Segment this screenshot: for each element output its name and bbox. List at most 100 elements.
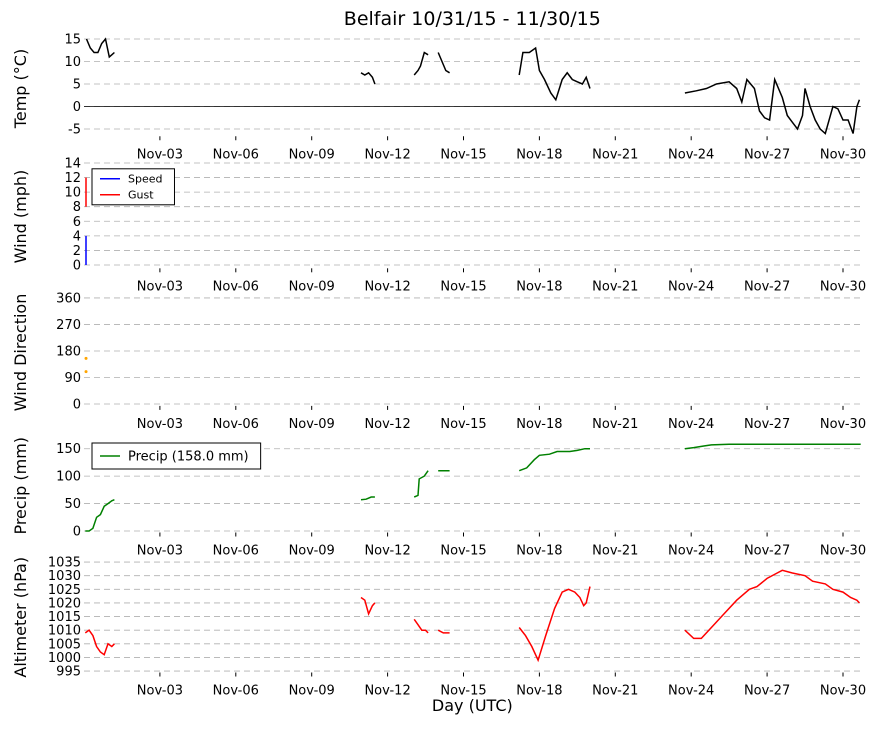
y-axis-label: Wind (mph): [11, 170, 30, 264]
y-tick-label: 10: [64, 55, 81, 70]
x-tick-label: Nov-30: [820, 279, 866, 294]
x-tick-label: Nov-21: [592, 544, 638, 559]
y-tick-label: -5: [68, 123, 81, 138]
y-tick-label: 0: [73, 259, 81, 274]
x-tick-label: Nov-12: [364, 417, 410, 432]
x-tick-label: Nov-03: [137, 684, 183, 699]
x-tick-label: Nov-06: [213, 544, 259, 559]
x-tick-label: Nov-03: [137, 279, 183, 294]
y-tick-label: 360: [56, 291, 81, 306]
x-tick-label: Nov-21: [592, 684, 638, 699]
legend-box: [91, 168, 175, 206]
x-tick-label: Nov-03: [137, 544, 183, 559]
y-axis-label: Wind Direction: [11, 294, 30, 412]
y-tick-label: 2: [73, 244, 81, 259]
x-tick-label: Nov-27: [744, 417, 790, 432]
y-tick-label: 1010: [48, 624, 81, 639]
y-tick-label: 10: [64, 186, 81, 201]
x-tick-label: Nov-06: [213, 684, 259, 699]
y-tick-label: 1035: [48, 556, 81, 571]
y-tick-label: 12: [64, 171, 81, 186]
y-tick-label: 270: [56, 318, 81, 333]
y-tick-label: 14: [64, 156, 81, 171]
y-axis-label: Temp (°C): [11, 49, 30, 129]
x-tick-label: Nov-09: [289, 417, 335, 432]
x-tick-label: Nov-27: [744, 544, 790, 559]
x-tick-label: Nov-06: [213, 417, 259, 432]
x-tick-label: Nov-15: [440, 544, 486, 559]
y-tick-label: 8: [73, 200, 81, 215]
x-tick-label: Nov-30: [820, 417, 866, 432]
x-tick-label: Nov-21: [592, 279, 638, 294]
y-tick-label: 1005: [48, 637, 81, 652]
x-tick-label: Nov-12: [364, 684, 410, 699]
x-tick-label: Nov-30: [820, 147, 866, 162]
x-tick-label: Nov-18: [516, 684, 562, 699]
legend: Speed Gust: [91, 168, 175, 206]
x-tick-label: Nov-15: [440, 147, 486, 162]
x-tick-label: Nov-15: [440, 684, 486, 699]
x-tick-label: Nov-30: [820, 544, 866, 559]
data-point: [84, 356, 88, 360]
y-tick-label: 90: [64, 371, 81, 386]
y-tick-label: 0: [73, 398, 81, 413]
y-tick-label: 150: [56, 442, 81, 457]
x-tick-label: Nov-15: [440, 279, 486, 294]
legend: Precip (158.0 mm): [91, 442, 262, 470]
data-line: [85, 37, 861, 135]
x-tick-label: Nov-24: [668, 279, 714, 294]
y-tick-label: 1020: [48, 596, 81, 611]
x-tick-label: Nov-18: [516, 417, 562, 432]
y-tick-label: 5: [73, 78, 81, 93]
x-tick-label: Nov-27: [744, 147, 790, 162]
x-tick-label: Nov-27: [744, 684, 790, 699]
x-tick-label: Nov-27: [744, 279, 790, 294]
x-tick-label: Nov-03: [137, 417, 183, 432]
y-tick-label: 1030: [48, 569, 81, 584]
legend-label: Precip (158.0 mm): [128, 450, 249, 465]
x-tick-label: Nov-15: [440, 417, 486, 432]
x-tick-label: Nov-24: [668, 147, 714, 162]
chart-title: Belfair 10/31/15 - 11/30/15: [344, 8, 601, 30]
x-tick-label: Nov-30: [820, 684, 866, 699]
legend-label: Speed: [128, 173, 162, 186]
x-tick-label: Nov-12: [364, 544, 410, 559]
y-tick-label: 180: [56, 344, 81, 359]
x-tick-label: Nov-24: [668, 544, 714, 559]
y-tick-label: 0: [73, 100, 81, 115]
y-tick-label: 15: [64, 33, 81, 48]
x-tick-label: Nov-21: [592, 417, 638, 432]
y-axis-label: Altimeter (hPa): [11, 557, 30, 678]
y-axis-label: Precip (mm): [11, 437, 30, 535]
x-tick-label: Nov-06: [213, 147, 259, 162]
y-tick-label: 100: [56, 470, 81, 485]
x-tick-label: Nov-09: [289, 147, 335, 162]
data-line: [85, 443, 861, 532]
x-tick-label: Nov-09: [289, 544, 335, 559]
y-tick-label: 0: [73, 525, 81, 540]
x-tick-label: Nov-18: [516, 544, 562, 559]
data-point: [84, 370, 88, 374]
x-tick-label: Nov-12: [364, 147, 410, 162]
y-tick-label: 50: [64, 497, 81, 512]
x-tick-label: Nov-06: [213, 279, 259, 294]
x-tick-label: Nov-24: [668, 684, 714, 699]
legend-box: [91, 442, 262, 470]
x-tick-label: Nov-18: [516, 279, 562, 294]
x-tick-label: Nov-03: [137, 147, 183, 162]
y-tick-label: 4: [73, 229, 81, 244]
legend-label: Gust: [128, 189, 154, 202]
x-tick-label: Nov-12: [364, 279, 410, 294]
x-tick-label: Nov-24: [668, 417, 714, 432]
y-tick-label: 1000: [48, 651, 81, 666]
x-tick-label: Nov-09: [289, 684, 335, 699]
y-tick-label: 1015: [48, 610, 81, 625]
y-tick-label: 995: [56, 665, 81, 680]
x-axis-label: Day (UTC): [432, 696, 513, 715]
y-tick-label: 6: [73, 215, 81, 230]
y-tick-label: 1025: [48, 583, 81, 598]
x-tick-label: Nov-18: [516, 147, 562, 162]
x-tick-label: Nov-21: [592, 147, 638, 162]
data-line: [84, 569, 860, 663]
